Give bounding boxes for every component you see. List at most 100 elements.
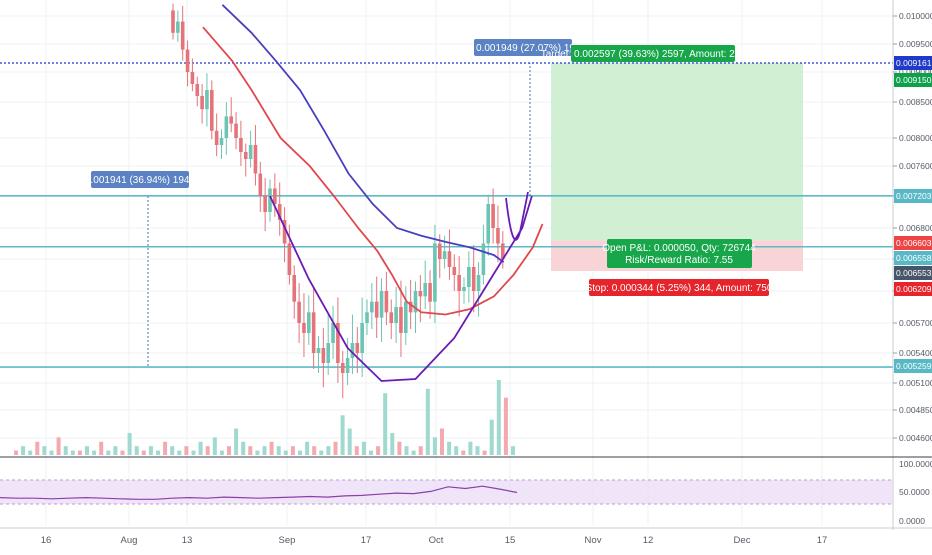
range-label-right-box <box>474 39 572 56</box>
price-axis: 0.010000 0.009500 0.009000 0.008500 0.008000… <box>892 0 932 530</box>
time-tick-label-4: 17 <box>361 535 372 546</box>
rsi-line <box>0 485 518 500</box>
candle-body-64 <box>481 243 486 275</box>
volume-bar-37 <box>276 446 281 455</box>
volume-bar-61 <box>447 441 452 455</box>
price-tag-0: 0.009161 <box>896 58 932 68</box>
target-label: Target: 0.002597 (39.63%) 2597, Amount: … <box>541 49 766 60</box>
time-tick-label-8: 12 <box>643 535 654 546</box>
volume-bar-31 <box>234 428 239 455</box>
volume-bar-13 <box>106 450 111 455</box>
candle-body-58 <box>452 267 457 275</box>
candle-body-21 <box>273 188 277 204</box>
candle-body-51 <box>418 291 423 297</box>
candle-body-48 <box>404 301 408 333</box>
candlesticks <box>171 3 505 399</box>
candle-body-65 <box>486 204 491 244</box>
volume-bar-8 <box>70 450 75 455</box>
volume-bar-60 <box>440 428 444 455</box>
price-tag-1: 0.009150 <box>896 75 932 85</box>
price-tag-box-2 <box>894 189 932 203</box>
time-axis: 16 Aug 13 Sep 17 Oct 15 Nov 12 Dec 17 <box>0 527 932 546</box>
candle-body-10 <box>219 138 224 145</box>
volume-bar-20 <box>156 450 160 455</box>
candle-body-5 <box>195 84 200 96</box>
volume-bar-5 <box>49 450 54 455</box>
candle-body-20 <box>268 188 272 212</box>
volume-bar-39 <box>290 446 295 455</box>
candle-body-6 <box>200 96 204 110</box>
volume-bar-40 <box>298 450 302 455</box>
volume-bar-58 <box>425 388 430 455</box>
candle-body-23 <box>282 220 287 244</box>
volume-bar-12 <box>99 441 104 455</box>
trade-zones <box>0 62 893 368</box>
candle-body-35 <box>340 363 345 373</box>
indicator-lines <box>202 4 544 382</box>
candle-body-44 <box>384 291 389 313</box>
candle-body-50 <box>413 291 418 313</box>
candle-body-7 <box>205 90 209 110</box>
candle-body-25 <box>292 275 297 302</box>
volume-bar-23 <box>177 450 182 455</box>
volume-bar-51 <box>376 446 381 455</box>
candle-body-40 <box>365 312 369 323</box>
series-line-1 <box>221 4 505 263</box>
price-tag-3: 0.006603 <box>896 238 932 248</box>
time-tick-label-5: Oct <box>429 535 444 546</box>
candle-body-2 <box>180 21 185 50</box>
volume-bar-35 <box>262 446 267 455</box>
stop-label: Stop: 0.000344 (5.25%) 344, Amount: 750 <box>586 283 773 294</box>
volume-bar-46 <box>340 415 345 455</box>
candle-body-66 <box>491 204 495 228</box>
volume-bar-19 <box>148 446 153 455</box>
volume-bar-52 <box>383 393 388 455</box>
rsi-tick-label-2: 0.0000 <box>899 516 925 526</box>
volume-bar-62 <box>454 446 459 455</box>
candle-body-38 <box>355 343 360 353</box>
volume-bar-69 <box>503 397 508 455</box>
volume-bar-45 <box>333 441 338 455</box>
candle-body-19 <box>263 196 267 212</box>
rsi-tick-label-1: 50.0000 <box>899 487 930 497</box>
price-tag-4: 0.006558 <box>896 253 932 263</box>
volume-bar-36 <box>269 441 274 455</box>
volume-bar-21 <box>163 441 168 455</box>
volume-bar-17 <box>134 446 139 455</box>
volume-bar-57 <box>418 446 423 455</box>
price-tick-label-7: 0.006800 <box>899 223 932 233</box>
target-zone <box>551 62 803 241</box>
candle-body-62 <box>471 267 476 291</box>
candle-body-14 <box>239 138 243 152</box>
pnl-label-box <box>607 239 752 268</box>
candle-body-49 <box>408 301 413 313</box>
candle-body-15 <box>243 152 248 159</box>
candle-body-45 <box>389 312 394 323</box>
range-label-left: 0.001941 (36.94%) 1941 <box>85 175 196 186</box>
candle-body-3 <box>185 49 190 72</box>
series-line-0 <box>202 26 544 316</box>
price-tick-label-4: 0.008000 <box>899 133 932 143</box>
volume-bar-27 <box>205 446 210 455</box>
price-tag-box-7 <box>894 359 932 373</box>
candle-body-41 <box>370 301 374 313</box>
volume-bar-1 <box>21 446 26 455</box>
candle-body-11 <box>224 116 229 138</box>
candle-body-27 <box>302 323 306 333</box>
volume-bar-50 <box>369 450 373 455</box>
rsi-band <box>0 480 893 504</box>
time-tick-label-6: 15 <box>505 535 516 546</box>
series-line-2 <box>269 195 533 382</box>
time-tick-label-9: Dec <box>734 535 751 546</box>
candle-body-54 <box>433 243 437 302</box>
annotations: 0.001941 (36.94%) 1941 0.001949 (27.07%) … <box>85 39 773 367</box>
candle-body-12 <box>229 116 233 124</box>
volume-bar-25 <box>191 450 196 455</box>
candle-body-46 <box>394 307 398 323</box>
candle-body-1 <box>176 21 180 33</box>
volume-bar-14 <box>113 446 118 455</box>
volume-bar-15 <box>120 450 125 455</box>
price-tick-label-2: 0.009000 <box>899 67 932 77</box>
